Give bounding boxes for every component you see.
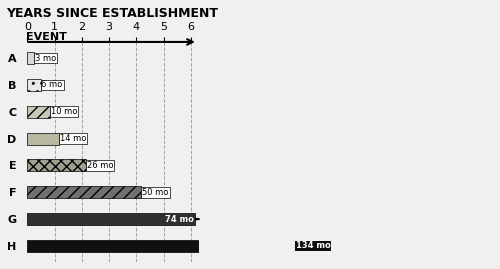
Text: 10 mo: 10 mo	[50, 107, 77, 116]
Bar	[28, 186, 141, 198]
Bar	[28, 213, 196, 225]
Bar	[28, 79, 41, 91]
Text: 14 mo: 14 mo	[60, 134, 86, 143]
Text: 50 mo: 50 mo	[142, 188, 169, 197]
Text: 74 mo: 74 mo	[165, 215, 194, 224]
Bar	[28, 240, 332, 252]
Text: 26 mo: 26 mo	[87, 161, 114, 170]
Text: 134 mo: 134 mo	[296, 242, 330, 250]
Bar	[28, 133, 59, 145]
Text: 6 mo: 6 mo	[42, 80, 62, 89]
Title: YEARS SINCE ESTABLISHMENT: YEARS SINCE ESTABLISHMENT	[6, 7, 218, 20]
Bar	[28, 106, 50, 118]
Bar	[28, 159, 86, 171]
Bar	[28, 52, 34, 64]
Text: EVENT: EVENT	[26, 32, 67, 42]
Text: 3 mo: 3 mo	[34, 54, 56, 63]
